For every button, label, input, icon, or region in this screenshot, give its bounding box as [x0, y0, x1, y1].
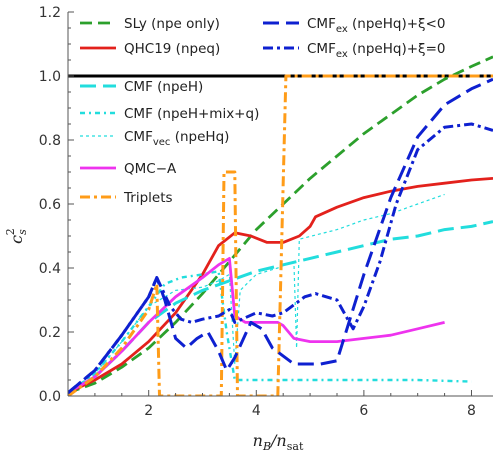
- legend-label-main: Triplets: [123, 190, 173, 206]
- y-axis-title-sub: s: [16, 229, 29, 235]
- y-tick-label: 1.0: [39, 69, 61, 85]
- legend: SLy (npe only) QHC19 (npeq) CMF (npeH) CMF …: [80, 16, 445, 206]
- legend-label: QMC−A: [124, 161, 177, 177]
- y-axis-title-main: c: [7, 235, 26, 244]
- x-tick-label: 8: [467, 403, 476, 419]
- legend-item: SLy (npe only): [80, 16, 220, 32]
- series-line-4: [68, 270, 472, 394]
- series-line-7: [68, 74, 493, 396]
- x-axis-title-sub: B: [262, 440, 271, 453]
- y-tick-label: 0.8: [39, 133, 61, 149]
- legend-label: CMF (npeH): [124, 79, 203, 95]
- y-tick-label: 0.4: [39, 261, 61, 277]
- legend-label: Triplets: [123, 190, 173, 206]
- y-tick-label: 0.2: [39, 325, 61, 341]
- legend-item: CMFex (npeHq)+ξ=0: [263, 41, 445, 60]
- legend-label-main: CMF: [307, 16, 336, 32]
- legend-item: QHC19 (npeq): [80, 41, 220, 57]
- legend-label-main: CMF: [124, 129, 153, 145]
- y-tick-label: 1.2: [39, 5, 61, 21]
- legend-label-tail: (npeHq)+ξ<0: [348, 16, 446, 32]
- x-tick-label: 2: [144, 403, 153, 419]
- legend-label-main: CMF (npeH): [124, 79, 203, 95]
- series-line-6: [68, 256, 445, 395]
- axes: 2 4 6 8 0.0 0.2 0.4 0.6 0.8 1.0 1.2: [39, 5, 493, 419]
- series-line-9: [68, 122, 493, 394]
- legend-item: CMFex (npeHq)+ξ<0: [263, 16, 445, 35]
- legend-label-tail: (npeHq)+ξ=0: [348, 41, 446, 57]
- y-axis-title: cs2: [4, 228, 29, 244]
- legend-label: CMF (npeH+mix+q): [124, 106, 259, 122]
- legend-item: Triplets: [80, 190, 173, 206]
- legend-label-main: QMC−A: [124, 161, 177, 177]
- legend-label-main: CMF (npeH+mix+q): [124, 106, 259, 122]
- legend-label-sub: ex: [336, 49, 348, 60]
- y-axis-title-sup: 2: [4, 228, 17, 235]
- y-tick-label: 0.6: [39, 197, 61, 213]
- x-axis-title: nB/nsat: [253, 431, 304, 453]
- legend-label-main: CMF: [307, 41, 336, 57]
- legend-item: CMF (npeH): [80, 79, 203, 95]
- legend-label-main: QHC19 (npeq): [124, 41, 220, 57]
- legend-item: CMFvec (npeHq): [80, 129, 229, 148]
- x-tick-label: 6: [359, 403, 368, 419]
- legend-item: QMC−A: [80, 161, 177, 177]
- legend-label: CMFvec (npeHq): [124, 129, 229, 148]
- legend-label: SLy (npe only): [124, 16, 220, 32]
- legend-label: CMFex (npeHq)+ξ=0: [307, 41, 445, 60]
- legend-label-sub: vec: [153, 137, 171, 148]
- x-axis-title-sub2: sat: [287, 440, 304, 453]
- x-tick-label: 4: [252, 403, 261, 419]
- y-tick-label: 0.0: [39, 389, 61, 405]
- x-axis-title-main: n: [253, 431, 263, 450]
- legend-label-tail: (npeHq): [170, 129, 229, 145]
- series-line-5: [68, 193, 445, 394]
- legend-item: CMF (npeH+mix+q): [80, 106, 259, 122]
- legend-label-main: SLy (npe only): [124, 16, 220, 32]
- x-axis-title-slash: /n: [269, 431, 287, 450]
- legend-label: CMFex (npeHq)+ξ<0: [307, 16, 445, 35]
- series-layer: [68, 55, 493, 396]
- legend-label-sub: ex: [336, 24, 348, 35]
- legend-label: QHC19 (npeq): [124, 41, 220, 57]
